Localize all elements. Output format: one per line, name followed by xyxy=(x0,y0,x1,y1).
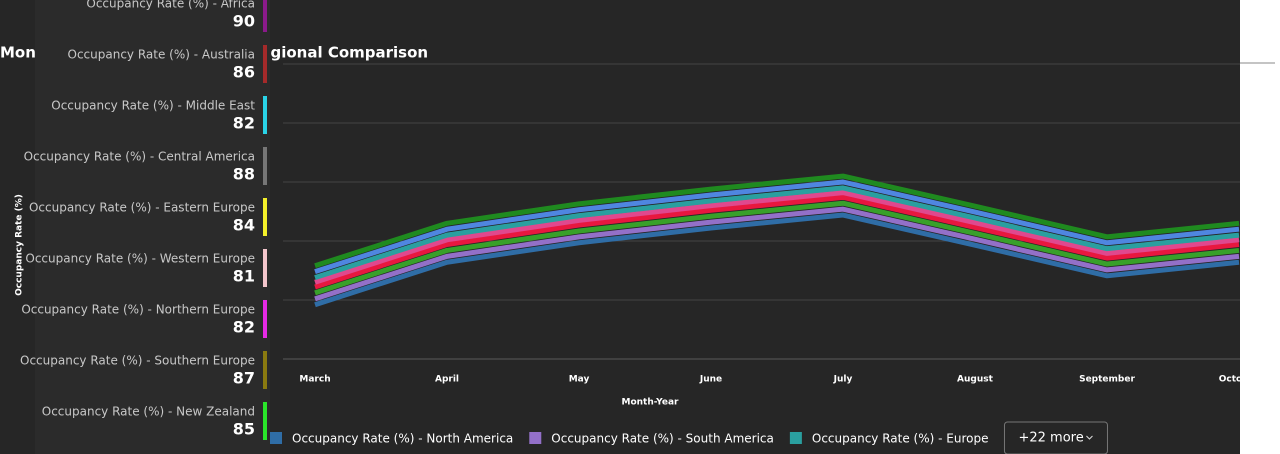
tooltip-label: Occupancy Rate (%) - Northern Europe xyxy=(21,303,255,317)
series-line xyxy=(314,206,1240,302)
series-line xyxy=(314,200,1240,296)
legend-label: Occupancy Rate (%) - North America xyxy=(292,432,513,446)
x-tick-label: August xyxy=(957,375,994,385)
tooltip-value: 82 xyxy=(233,318,255,337)
tooltip-color-bar xyxy=(263,45,267,83)
tooltip-label: Occupancy Rate (%) - Eastern Europe xyxy=(29,201,255,215)
more-button[interactable] xyxy=(1003,421,1108,454)
x-tick-label: October xyxy=(1219,375,1260,385)
tooltip-color-bar xyxy=(263,198,267,236)
series-line xyxy=(314,212,1240,308)
x-tick-label: July xyxy=(833,375,853,385)
x-tick-label: April xyxy=(435,375,459,385)
tooltip-color-bar xyxy=(263,402,267,440)
tooltip-color-bar xyxy=(263,249,267,287)
tooltip-color-bar xyxy=(263,351,267,389)
tooltip-background xyxy=(35,0,270,454)
series-line xyxy=(314,173,1240,269)
tooltip-value: 84 xyxy=(233,216,255,235)
tooltip-label: Occupancy Rate (%) - New Zealand xyxy=(42,405,255,419)
legend-marker xyxy=(789,432,802,444)
tooltip-label: Occupancy Rate (%) - Middle East xyxy=(51,99,255,113)
series-line xyxy=(314,194,1240,290)
tooltip-value: 82 xyxy=(233,114,255,133)
tooltip-label: Occupancy Rate (%) - Africa xyxy=(86,0,255,11)
chevron-icon xyxy=(1086,435,1093,440)
x-tick-label: March xyxy=(299,375,330,385)
legend-marker xyxy=(529,432,542,444)
series-line xyxy=(314,185,1240,280)
legend-label: Occupancy Rate (%) - Europe xyxy=(812,432,989,446)
tooltip-color-bar xyxy=(263,0,267,32)
tooltip-label: Occupancy Rate (%) - Southern Europe xyxy=(20,354,255,368)
series-line xyxy=(314,179,1240,275)
tooltip-label: Occupancy Rate (%) - Western Europe xyxy=(25,252,255,266)
more-button-label[interactable]: +22 more xyxy=(1018,431,1083,446)
tooltip-label: Occupancy Rate (%) - Australia xyxy=(68,48,255,62)
tooltip-value: 86 xyxy=(233,63,255,82)
tooltip-value: 90 xyxy=(233,12,255,31)
x-tick-label: September xyxy=(1079,375,1135,385)
page-margin xyxy=(1240,0,1280,454)
tooltip-color-bar xyxy=(263,147,267,185)
series-line xyxy=(314,190,1240,285)
x-tick-label: June xyxy=(699,375,722,385)
x-axis-title: Month-Year xyxy=(622,398,680,408)
tooltip-value: 85 xyxy=(233,420,255,439)
x-tick-label: May xyxy=(569,375,590,385)
legend-marker xyxy=(270,432,282,444)
tooltip-color-bar xyxy=(263,300,267,338)
legend-label: Occupancy Rate (%) - South America xyxy=(551,432,774,446)
tooltip-label: Occupancy Rate (%) - Central America xyxy=(24,150,255,164)
tooltip-color-bar xyxy=(263,96,267,134)
y-axis-title: Occupancy Rate (%) xyxy=(15,194,25,296)
tooltip-value: 81 xyxy=(233,267,255,286)
tooltip-value: 88 xyxy=(233,165,255,184)
tooltip-value: 87 xyxy=(233,369,255,388)
